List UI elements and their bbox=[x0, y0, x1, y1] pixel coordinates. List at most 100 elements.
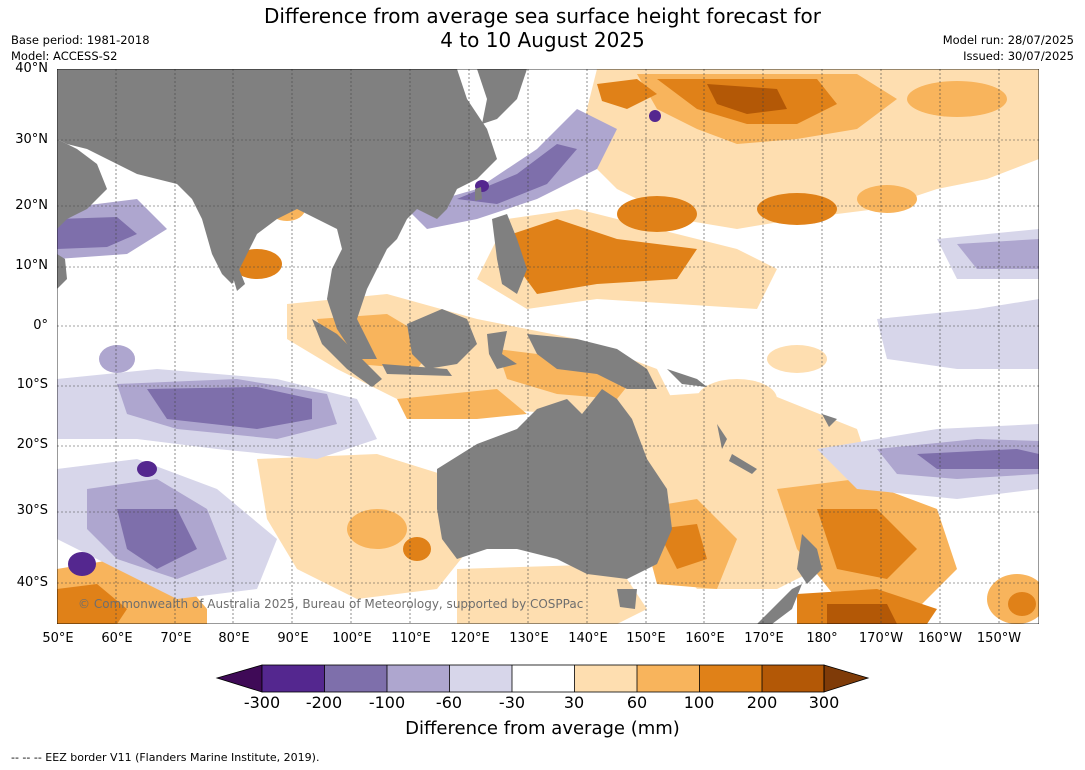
java bbox=[382, 364, 452, 376]
colorbar-tick: -30 bbox=[498, 693, 526, 712]
negative-anomaly-region bbox=[649, 110, 661, 122]
base-period: Base period: 1981-2018 bbox=[11, 33, 150, 47]
colorbar-tick: -100 bbox=[368, 693, 406, 712]
colorbar-tick: -200 bbox=[305, 693, 343, 712]
map-title: Difference from average sea surface heig… bbox=[0, 4, 1085, 52]
tasmania bbox=[617, 589, 637, 609]
copyright-credit: © Commonwealth of Australia 2025, Bureau… bbox=[78, 597, 584, 611]
lon-label: 160°W bbox=[917, 631, 963, 646]
positive-anomaly-region bbox=[757, 193, 837, 225]
lon-label: 110°E bbox=[391, 631, 431, 646]
positive-anomaly-region bbox=[697, 379, 777, 419]
new-zealand-south bbox=[757, 584, 802, 624]
negative-anomaly-region bbox=[117, 509, 197, 569]
colorbar-tick: 300 bbox=[808, 693, 840, 712]
colorbar-tick: 100 bbox=[683, 693, 715, 712]
colorbar-tick: 30 bbox=[563, 693, 585, 712]
positive-anomaly-region bbox=[857, 185, 917, 213]
vanuatu bbox=[717, 424, 727, 449]
positive-anomaly-region bbox=[707, 84, 787, 114]
new-guinea bbox=[527, 334, 657, 389]
colorbar-bin bbox=[637, 665, 700, 692]
map-title-line2: 4 to 10 August 2025 bbox=[440, 28, 645, 52]
eez-footnote: -- -- -- EEZ border V11 (Flanders Marine… bbox=[11, 751, 320, 764]
lon-label: 80°E bbox=[218, 631, 250, 646]
colorbar-bin bbox=[262, 665, 325, 692]
solomon-islands bbox=[667, 369, 707, 387]
colorbar-high-extension bbox=[823, 664, 870, 693]
negative-anomaly-region bbox=[57, 217, 137, 249]
model-run: Model run: 28/07/2025 bbox=[942, 33, 1074, 47]
positive-anomaly-region bbox=[457, 564, 647, 624]
positive-anomaly-region bbox=[57, 584, 127, 624]
colorbar-bin bbox=[324, 665, 387, 692]
positive-anomaly-region bbox=[907, 81, 1007, 117]
lon-label: 70°E bbox=[160, 631, 192, 646]
lat-label: 20°N bbox=[15, 198, 48, 213]
arabian-peninsula bbox=[57, 139, 107, 229]
lon-label: 170°W bbox=[858, 631, 904, 646]
lon-label: 160°E bbox=[685, 631, 725, 646]
lon-label: 120°E bbox=[450, 631, 490, 646]
colorbar-low-extension bbox=[215, 664, 263, 693]
lon-label: 140°E bbox=[568, 631, 608, 646]
negative-anomaly-region bbox=[917, 449, 1039, 469]
lon-label: 90°E bbox=[277, 631, 309, 646]
colorbar-bin bbox=[449, 665, 512, 692]
positive-anomaly-region bbox=[397, 389, 527, 419]
negative-anomaly-region bbox=[99, 345, 135, 373]
colorbar-tick: -60 bbox=[435, 693, 463, 712]
negative-anomaly-region bbox=[957, 239, 1039, 269]
lon-label: 150°E bbox=[626, 631, 666, 646]
positive-anomaly-region bbox=[817, 509, 917, 579]
positive-anomaly-region bbox=[767, 345, 827, 373]
new-caledonia bbox=[729, 454, 757, 474]
colorbar-label: Difference from average (mm) bbox=[405, 718, 680, 739]
sumatra bbox=[312, 319, 382, 387]
colorbar bbox=[215, 664, 870, 693]
borneo bbox=[407, 309, 477, 369]
positive-anomaly-region bbox=[597, 79, 657, 109]
colorbar-bin bbox=[387, 665, 450, 692]
asia-landmass bbox=[57, 69, 497, 359]
new-zealand-north bbox=[797, 534, 822, 584]
negative-anomaly-region bbox=[877, 299, 1039, 369]
graticule bbox=[57, 69, 1039, 624]
colorbar-bin bbox=[574, 665, 637, 692]
lat-label: 40°S bbox=[16, 575, 48, 590]
negative-anomaly-region bbox=[68, 552, 96, 576]
philippines bbox=[492, 214, 527, 294]
positive-anomaly-region bbox=[347, 509, 407, 549]
colorbar-dividers bbox=[324, 665, 763, 692]
positive-anomaly-region bbox=[497, 219, 697, 294]
meta-right: Model run: 28/07/2025 Issued: 30/07/2025 bbox=[943, 32, 1074, 64]
positive-anomaly-region bbox=[403, 537, 431, 561]
colorbar-bin bbox=[762, 665, 824, 692]
land bbox=[57, 69, 837, 624]
lon-label: 50°E bbox=[42, 631, 74, 646]
lat-label: 0° bbox=[33, 318, 48, 333]
map-panel bbox=[57, 69, 1039, 624]
negative-anomaly-region bbox=[137, 461, 157, 477]
sulawesi bbox=[487, 331, 517, 369]
positive-anomaly-region bbox=[1008, 592, 1036, 616]
lat-label: 40°N bbox=[15, 61, 48, 76]
model-name: Model: ACCESS-S2 bbox=[11, 49, 118, 63]
map-title-line1: Difference from average sea surface heig… bbox=[263, 4, 822, 28]
lat-label: 30°S bbox=[16, 503, 48, 518]
sri-lanka bbox=[232, 269, 245, 291]
positive-anomaly-region bbox=[617, 196, 697, 232]
meta-left: Base period: 1981-2018 Model: ACCESS-S2 bbox=[11, 32, 150, 64]
positive-anomaly-region bbox=[827, 604, 897, 624]
lon-label: 150°W bbox=[976, 631, 1022, 646]
lat-label: 10°S bbox=[16, 377, 48, 392]
australia bbox=[437, 389, 672, 579]
lon-label: 170°E bbox=[744, 631, 784, 646]
fiji bbox=[822, 414, 837, 427]
lat-label: 30°N bbox=[15, 132, 48, 147]
colorbar-bin bbox=[699, 665, 762, 692]
lon-label: 60°E bbox=[101, 631, 133, 646]
taiwan bbox=[475, 187, 482, 201]
colorbar-tick: 60 bbox=[626, 693, 648, 712]
issued-date: Issued: 30/07/2025 bbox=[963, 49, 1074, 63]
